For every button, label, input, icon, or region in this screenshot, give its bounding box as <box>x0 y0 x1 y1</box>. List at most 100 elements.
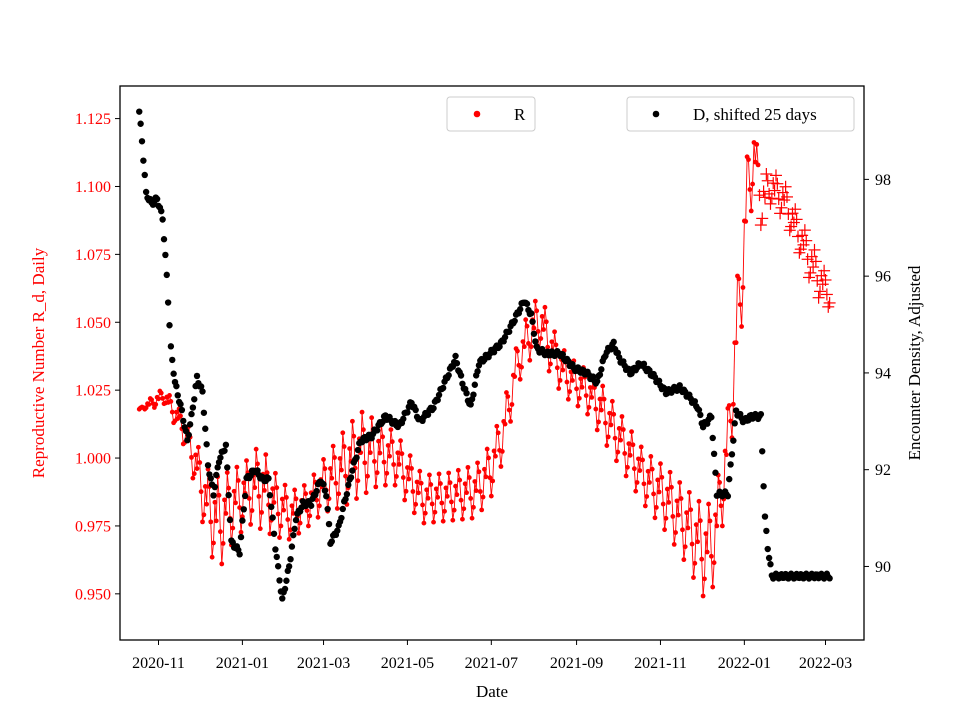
r-data-point <box>739 324 745 329</box>
d-data-point <box>170 370 177 377</box>
d-data-point <box>239 517 246 524</box>
r-data-point <box>807 261 820 274</box>
d-data-point <box>184 436 191 444</box>
r-segment <box>488 457 491 478</box>
r-data-point <box>771 177 784 190</box>
r-segment <box>412 491 415 513</box>
r-segment <box>510 404 513 422</box>
r-data-point <box>798 224 811 237</box>
y-left-tick-label: 1.025 <box>75 383 111 400</box>
r-data-point <box>812 291 825 304</box>
d-data-point <box>646 367 653 374</box>
r-segment <box>633 468 637 492</box>
d-data-point <box>354 446 362 454</box>
x-tick-label: 2021-03 <box>297 655 350 672</box>
r-segment <box>478 471 481 492</box>
x-tick-label: 2021-05 <box>381 655 434 672</box>
r-segment <box>605 422 608 446</box>
r-segment <box>603 399 606 424</box>
r-data-point <box>549 339 555 345</box>
r-segment <box>698 501 701 521</box>
d-data-point <box>166 322 173 329</box>
r-segment <box>365 476 368 493</box>
y-right-tick-label: 90 <box>875 559 891 576</box>
legend-r-box <box>446 96 536 132</box>
legend-d: D, shifted 25 days <box>626 96 855 132</box>
r-segment <box>701 559 704 597</box>
r-segment <box>613 414 616 439</box>
d-data-point <box>210 492 217 499</box>
d-data-point <box>313 487 320 495</box>
d-data-point <box>202 425 209 432</box>
r-data-point <box>622 451 628 456</box>
d-data-point <box>276 577 283 584</box>
r-segment <box>411 468 414 492</box>
y-right-tick-label: 94 <box>875 365 891 382</box>
r-data-point <box>649 466 655 472</box>
r-segment <box>235 467 238 503</box>
d-data-point <box>200 409 208 416</box>
d-data-point <box>435 391 443 399</box>
d-data-point <box>471 381 479 388</box>
r-segment <box>338 458 341 494</box>
d-data-point <box>594 378 601 385</box>
r-segment <box>361 412 364 430</box>
r-segment <box>594 387 597 410</box>
r-segment <box>430 484 433 504</box>
d-data-point <box>763 527 770 535</box>
r-data-point <box>707 518 713 524</box>
r-segment <box>335 483 338 509</box>
r-data-point <box>663 515 669 521</box>
d-data-point <box>290 531 297 539</box>
r-data-point <box>638 444 644 450</box>
d-data-point <box>338 514 345 522</box>
d-data-point <box>213 471 220 479</box>
r-data-point <box>612 435 618 441</box>
d-data-point <box>204 462 212 469</box>
r-segment <box>642 459 645 484</box>
r-segment <box>196 447 199 469</box>
r-data-point <box>609 398 615 404</box>
d-data-point <box>325 520 333 528</box>
r-segment <box>213 502 216 543</box>
r-segment <box>704 533 707 579</box>
r-data-point <box>648 454 654 459</box>
d-data-point <box>439 384 447 392</box>
r-segment <box>351 421 355 437</box>
r-segment <box>675 500 678 533</box>
d-data-point <box>527 310 535 317</box>
d-data-point <box>321 487 329 494</box>
r-data-point <box>583 393 589 398</box>
r-segment <box>356 480 359 499</box>
r-segment <box>655 479 659 508</box>
d-data-point <box>328 538 335 545</box>
r-segment <box>732 342 736 405</box>
r-segment <box>712 562 715 588</box>
r-segment <box>489 477 492 497</box>
r-segment <box>665 489 668 519</box>
r-segment <box>386 445 389 474</box>
r-segment <box>728 405 732 422</box>
d-data-point <box>225 491 232 499</box>
d-data-point <box>173 382 180 390</box>
d-data-point <box>530 330 538 337</box>
d-data-point <box>342 495 349 503</box>
r-segment <box>632 444 635 469</box>
r-segment <box>679 482 682 499</box>
r-segment <box>251 475 254 511</box>
r-segment <box>651 469 655 494</box>
d-data-point <box>373 427 381 434</box>
r-segment <box>709 520 712 557</box>
r-segment <box>643 483 646 506</box>
d-data-point <box>222 441 230 449</box>
r-data-point <box>790 213 803 226</box>
r-data-point <box>570 378 575 383</box>
d-data-point <box>203 441 210 448</box>
r-segment <box>526 326 529 344</box>
d-data-point <box>731 420 738 427</box>
d-data-point <box>655 377 663 385</box>
d-data-point <box>347 474 355 481</box>
r-segment <box>745 156 748 222</box>
r-segment <box>274 473 278 488</box>
r-segment <box>219 531 223 564</box>
